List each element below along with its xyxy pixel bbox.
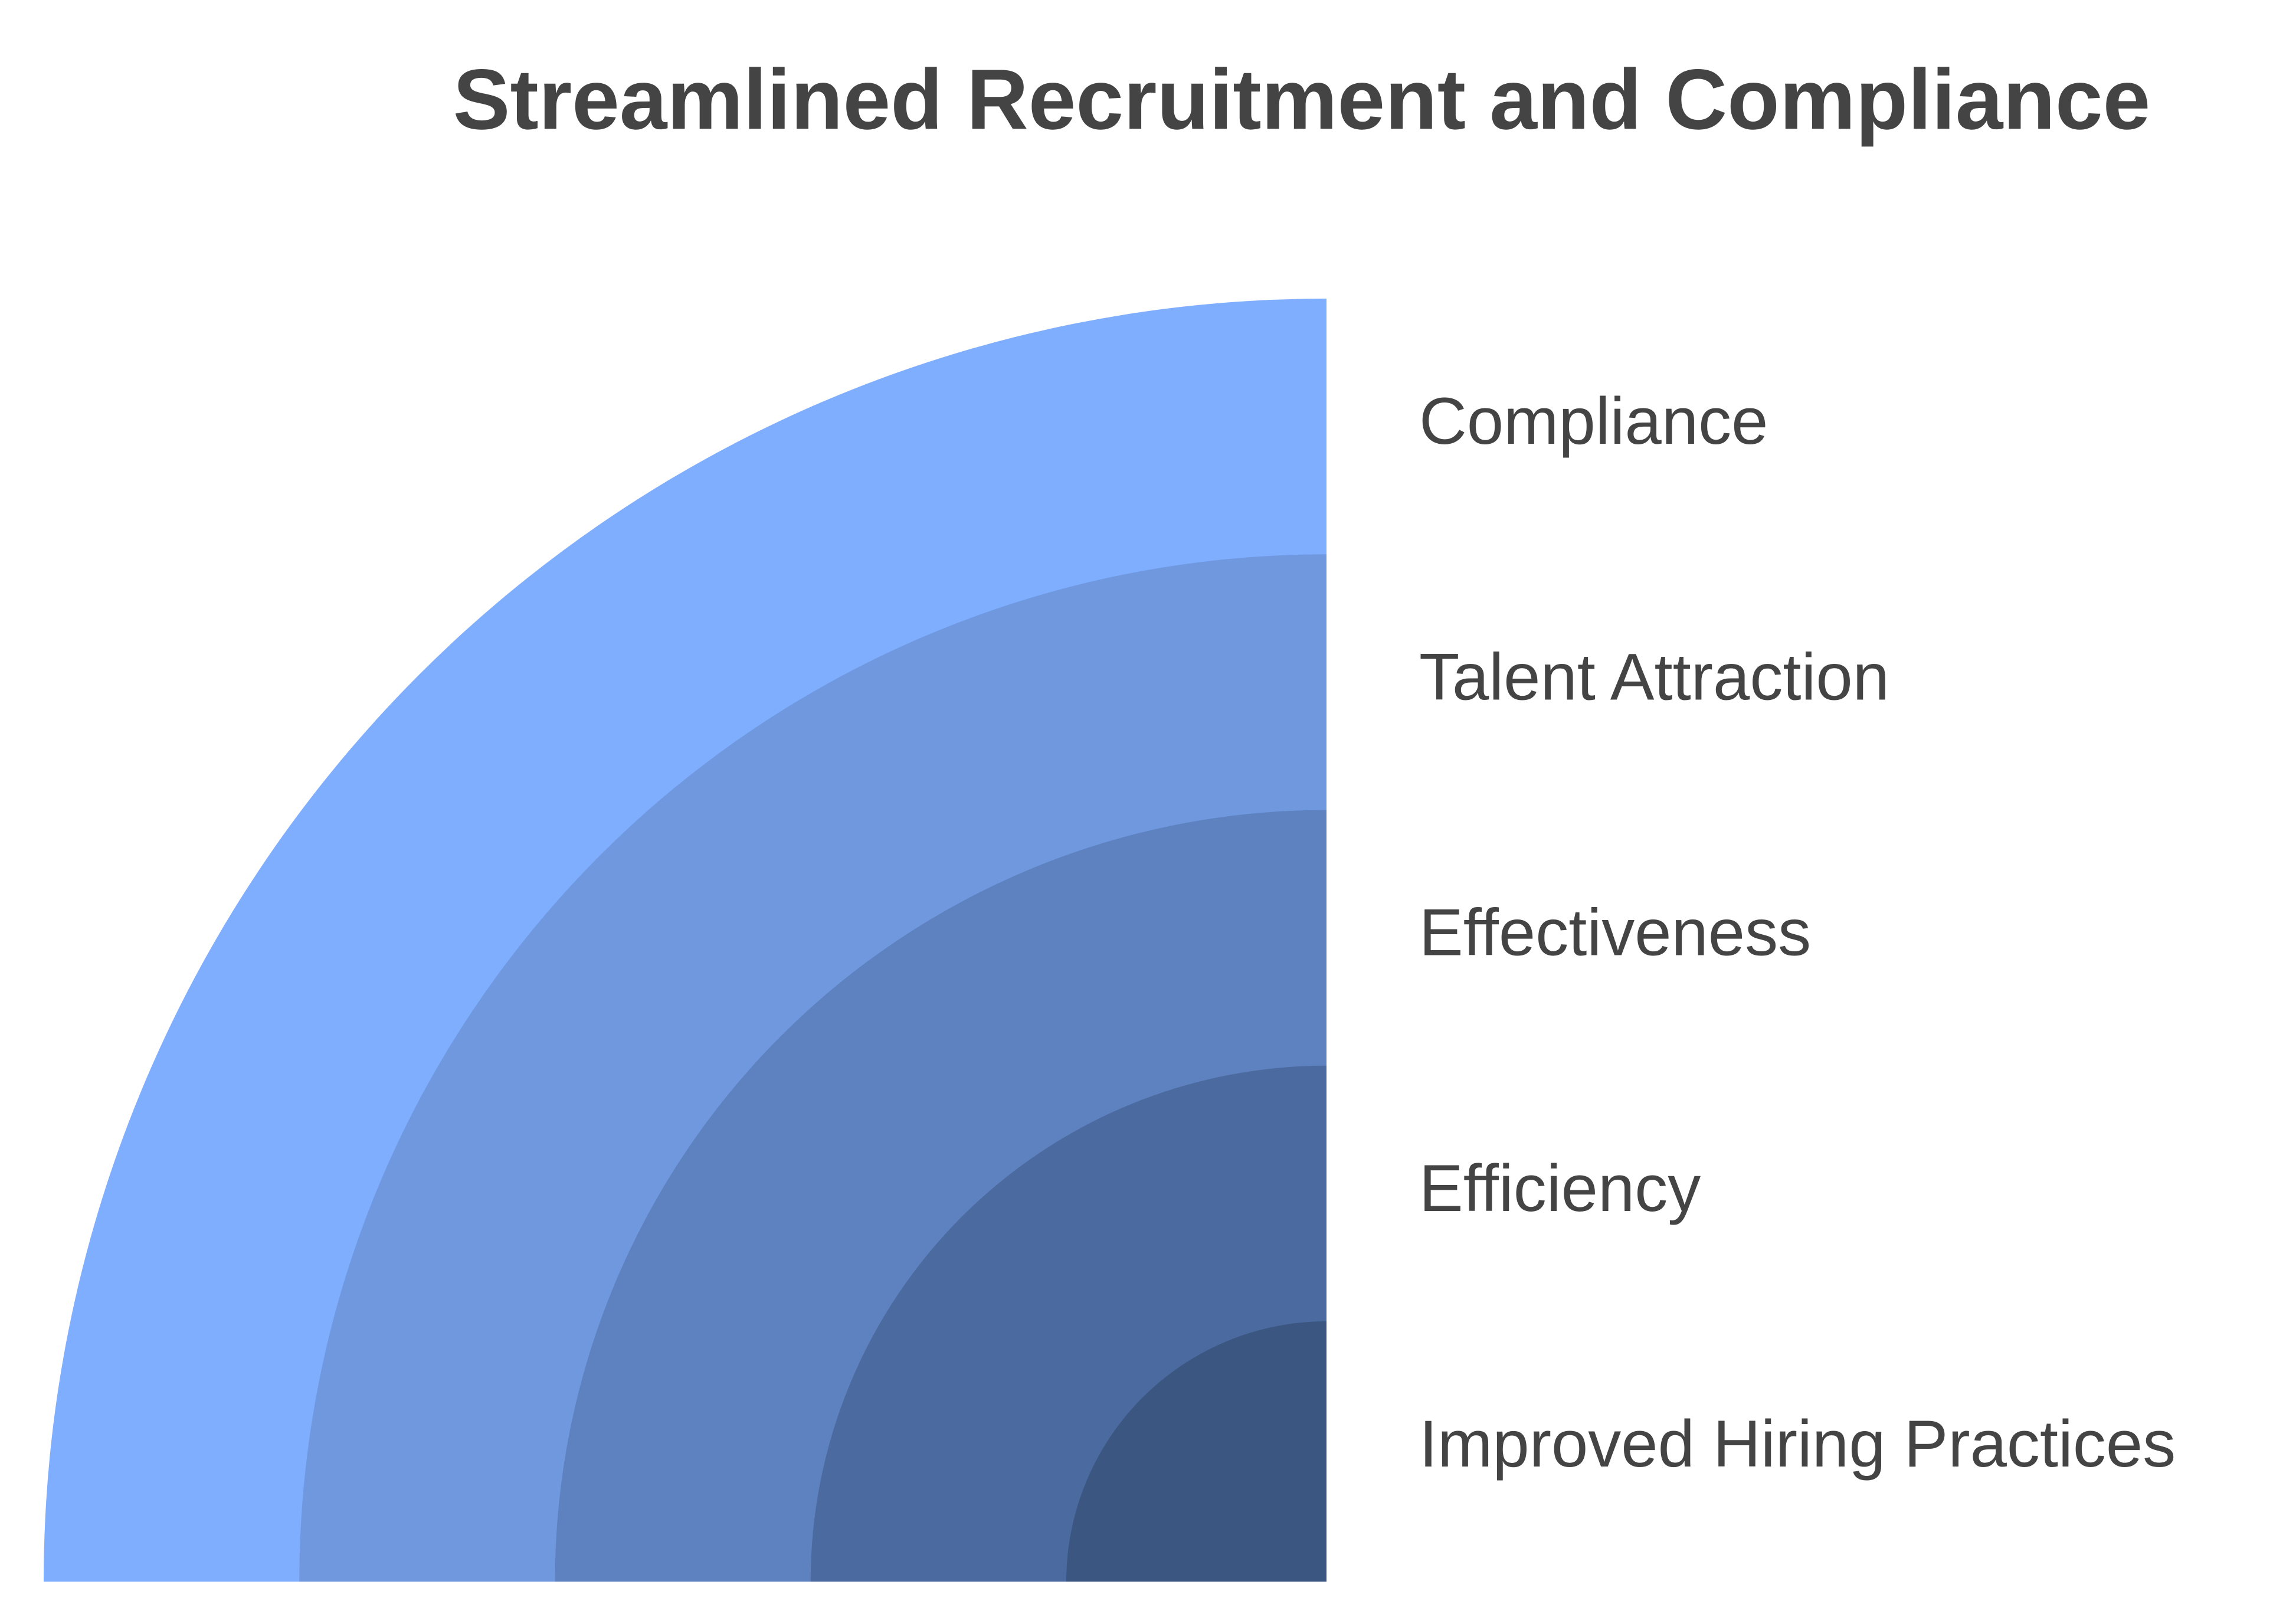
layer-label: Effectiveness [1419, 896, 1811, 970]
layer-wedge [1066, 1321, 1326, 1582]
layer-label: Talent Attraction [1419, 640, 1889, 713]
layer-label: Improved Hiring Practices [1419, 1407, 2176, 1481]
layer-label: Compliance [1419, 384, 1768, 458]
layer-label: Efficiency [1419, 1151, 1701, 1225]
diagram-title: Streamlined Recruitment and Compliance [453, 51, 2151, 147]
